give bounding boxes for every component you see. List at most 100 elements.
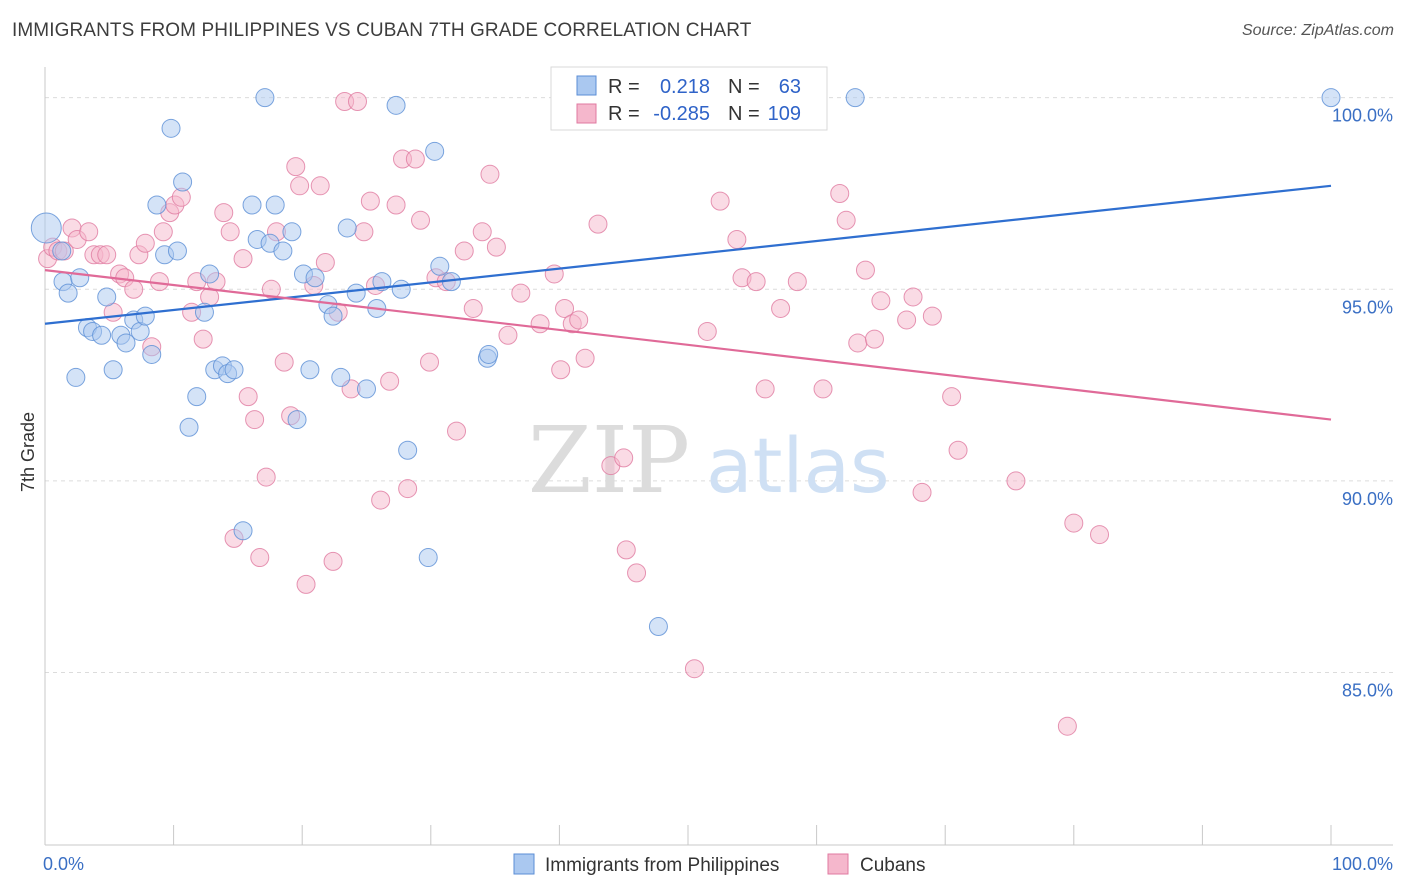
cubans-point <box>511 283 531 303</box>
philippines-point <box>52 241 72 261</box>
cubans-point <box>214 203 234 223</box>
cubans-point <box>746 272 766 292</box>
legend-r-label-2: R = <box>608 103 640 125</box>
y-tick-label: 95.0% <box>1342 297 1393 317</box>
series-legend: Immigrants from Philippines Cubans <box>513 853 926 876</box>
cubans-point <box>286 157 306 177</box>
x-tick-label: 0.0% <box>43 854 84 874</box>
bottom-legend-label-philippines: Immigrants from Philippines <box>545 855 779 876</box>
series-cubans <box>38 91 1110 736</box>
philippines-point <box>305 268 325 288</box>
cubans-point <box>569 310 589 330</box>
cubans-point <box>220 222 240 242</box>
cubans-point <box>855 260 875 280</box>
stats-legend: R = 0.218 N = 63 R = -0.285 N = 109 <box>550 66 828 131</box>
y-tick-label: 85.0% <box>1342 681 1393 701</box>
philippines-point <box>425 141 445 161</box>
cubans-point <box>551 360 571 380</box>
philippines-point <box>30 212 62 244</box>
cubans-point <box>360 191 380 211</box>
cubans-point <box>864 329 884 349</box>
philippines-point <box>386 95 406 115</box>
cubans-point <box>135 233 155 253</box>
philippines-point <box>398 440 418 460</box>
philippines-point <box>418 548 438 568</box>
legend-swatch-cubans <box>576 103 597 124</box>
cubans-point <box>411 210 431 230</box>
cubans-point <box>848 333 868 353</box>
cubans-point <box>296 574 316 594</box>
philippines-point <box>1321 88 1341 108</box>
philippines-point <box>167 241 187 261</box>
legend-r-value-2: -0.285 <box>653 103 710 125</box>
philippines-point <box>92 325 112 345</box>
legend-n-label-1: N = <box>728 76 760 98</box>
cubans-point <box>454 241 474 261</box>
cubans-point <box>771 298 791 318</box>
cubans-point <box>310 176 330 196</box>
cubans-point <box>486 237 506 257</box>
cubans-point <box>398 479 418 499</box>
bottom-legend-label-cubans: Cubans <box>860 855 926 876</box>
philippines-point <box>142 344 162 364</box>
cubans-point <box>787 272 807 292</box>
series-philippines <box>30 88 1341 637</box>
philippines-point <box>265 195 285 215</box>
philippines-point <box>200 264 220 284</box>
cubans-point <box>79 222 99 242</box>
cubans-point <box>498 325 518 345</box>
cubans-point <box>616 540 636 560</box>
cubans-point <box>912 482 932 502</box>
tick-labels: 85.0% 90.0% 95.0% 100.0% 0.0% 100.0% <box>43 106 1393 874</box>
cubans-point <box>447 421 467 441</box>
cubans-point <box>290 176 310 196</box>
cubans-point <box>261 279 281 299</box>
philippines-point <box>58 283 78 303</box>
cubans-point <box>948 440 968 460</box>
philippines-point <box>357 379 376 399</box>
cubans-point <box>684 659 704 679</box>
cubans-point <box>480 164 500 184</box>
source-label: Source: ZipAtlas.com <box>1241 22 1394 39</box>
cubans-point <box>697 321 717 341</box>
philippines-point <box>255 88 275 108</box>
philippines-point <box>103 360 123 380</box>
philippines-point <box>187 387 207 407</box>
cubans-point <box>813 379 833 399</box>
cubans-point <box>153 222 173 242</box>
philippines-point <box>242 195 262 215</box>
cubans-point <box>555 298 575 318</box>
cubans-point <box>530 314 550 334</box>
cubans-trend-line <box>44 269 1332 421</box>
grid <box>45 97 1393 674</box>
y-tick-label: 90.0% <box>1342 489 1393 509</box>
philippines-point <box>337 218 357 238</box>
philippines-point <box>70 268 90 288</box>
x-tick-label: 100.0% <box>1332 854 1393 874</box>
philippines-point <box>173 172 193 192</box>
philippines-point <box>66 367 86 387</box>
cubans-point <box>1057 716 1077 736</box>
cubans-point <box>405 149 425 169</box>
axes <box>44 67 1393 846</box>
philippines-trend-line <box>44 184 1332 325</box>
cubans-point <box>897 310 917 330</box>
cubans-point <box>315 252 335 272</box>
legend-r-label-1: R = <box>608 76 640 98</box>
cubans-point <box>97 245 117 265</box>
philippines-point <box>648 617 668 637</box>
cubans-point <box>274 352 294 372</box>
bottom-legend-swatch-cubans <box>827 853 849 875</box>
philippines-point <box>391 279 411 299</box>
philippines-point <box>233 521 253 541</box>
philippines-point <box>179 417 199 437</box>
y-tick-label: 100.0% <box>1332 106 1393 126</box>
philippines-point <box>273 241 293 261</box>
cubans-point <box>323 551 343 571</box>
cubans-point <box>193 329 213 349</box>
cubans-point <box>463 298 483 318</box>
philippines-point <box>479 344 499 364</box>
philippines-point <box>300 360 320 380</box>
chart-title: IMMIGRANTS FROM PHILIPPINES VS CUBAN 7TH… <box>12 20 752 41</box>
cubans-point <box>836 210 856 230</box>
